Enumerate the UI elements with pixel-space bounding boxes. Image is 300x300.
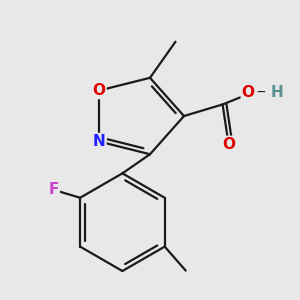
- Text: ‒: ‒: [256, 85, 265, 100]
- Text: F: F: [49, 182, 59, 197]
- Text: N: N: [93, 134, 105, 149]
- Text: O: O: [92, 83, 106, 98]
- Text: O: O: [241, 85, 254, 100]
- Text: H: H: [270, 85, 283, 100]
- Text: O: O: [222, 137, 235, 152]
